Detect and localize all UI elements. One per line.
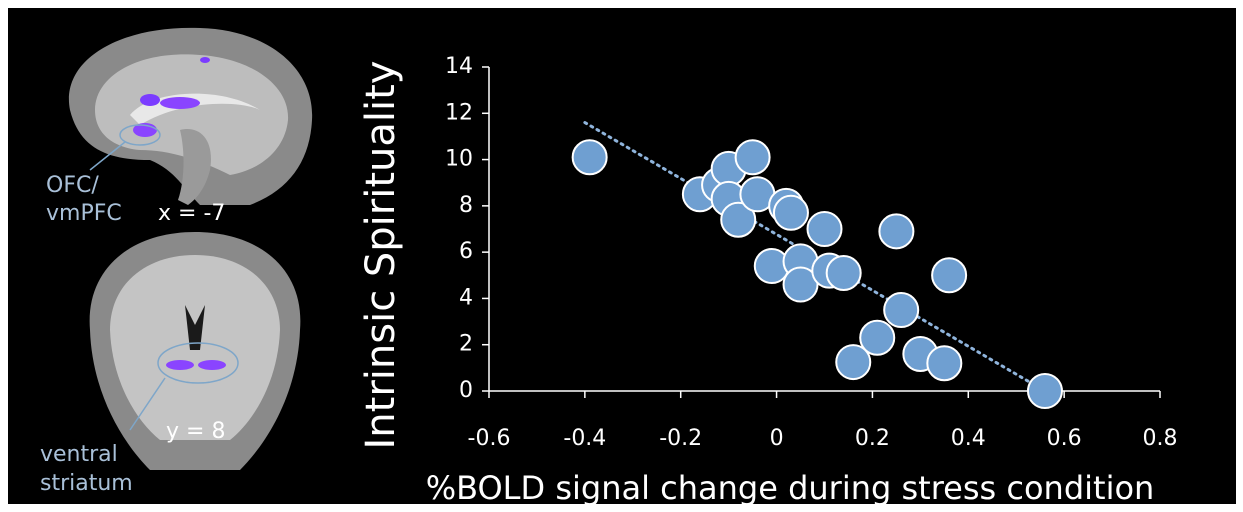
- point: [573, 140, 607, 174]
- y-tick-label: 14: [445, 54, 473, 79]
- y-tick-label: 10: [445, 147, 473, 172]
- annotation: ventral: [40, 442, 118, 467]
- point: [836, 345, 870, 379]
- point: [774, 196, 808, 230]
- x-axis-title: %BOLD signal change during stress condit…: [426, 469, 1155, 507]
- point: [1028, 374, 1062, 408]
- x-tick-label: -0.4: [563, 426, 606, 451]
- y-axis-title: Intrinsic Spirituality: [358, 61, 404, 450]
- y-tick-label: 2: [459, 332, 473, 357]
- y-tick-label: 12: [445, 100, 473, 125]
- point: [884, 293, 918, 327]
- y-tick-label: 4: [459, 285, 473, 310]
- point: [879, 214, 913, 248]
- x-tick-label: -0.6: [468, 426, 511, 451]
- point: [808, 212, 842, 246]
- x-tick-label: -0.2: [659, 426, 702, 451]
- point: [827, 256, 861, 290]
- y-tick-label: 6: [459, 239, 473, 264]
- x-tick-label: 0.8: [1143, 426, 1178, 451]
- point: [927, 346, 961, 380]
- figure: OFC/ vmPFC x = -7 ventral striatum y = 8…: [0, 0, 1243, 512]
- x-tick-label: 0: [770, 426, 784, 451]
- annotation: OFC/: [46, 173, 99, 198]
- annotation: striatum: [40, 471, 133, 496]
- x-tick-label: 0.6: [1047, 426, 1082, 451]
- point: [932, 258, 966, 292]
- y-tick-label: 0: [459, 378, 473, 403]
- annotation: x = -7: [158, 201, 225, 226]
- point: [736, 140, 770, 174]
- x-tick-label: 0.2: [855, 426, 890, 451]
- annotation: y = 8: [166, 419, 225, 444]
- x-tick-label: 0.4: [951, 426, 986, 451]
- annotation: vmPFC: [46, 201, 122, 226]
- y-tick-label: 8: [459, 193, 473, 218]
